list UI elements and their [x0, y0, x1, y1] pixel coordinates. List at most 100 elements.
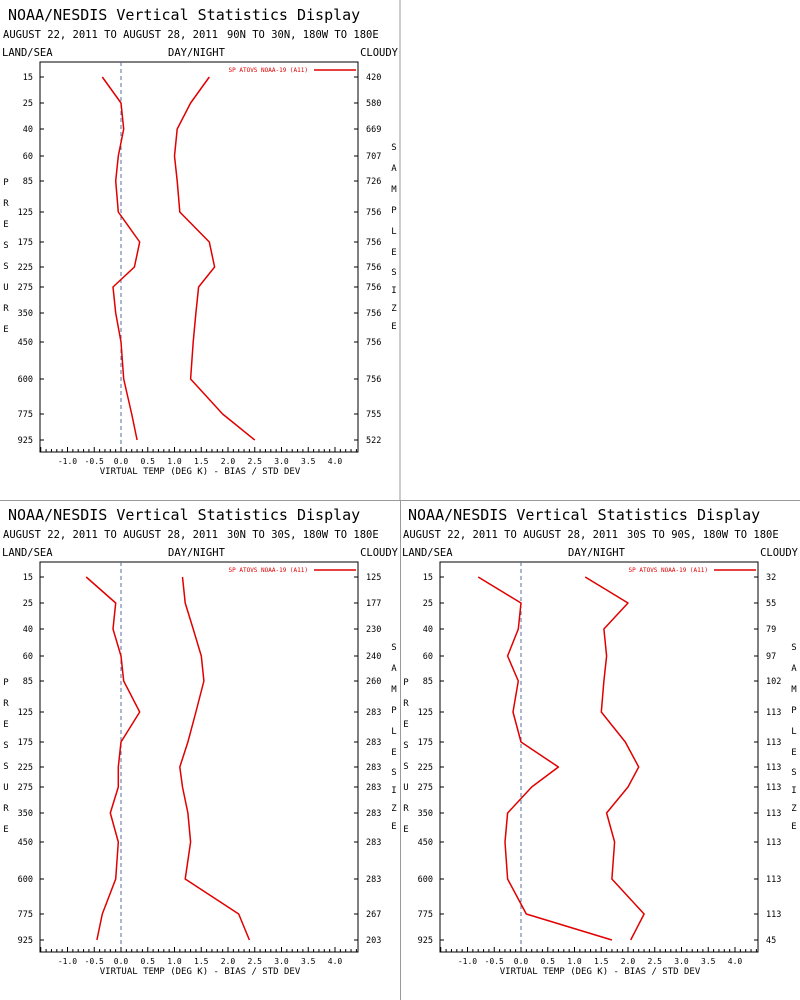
pressure-level-label: 25 — [23, 99, 33, 109]
sample-axis-letter: L — [391, 227, 396, 237]
pressure-level-label: 600 — [418, 875, 433, 885]
x-tick-label: -0.5 — [85, 957, 104, 966]
sample-axis-letter: M — [391, 185, 397, 195]
x-tick-label: 0.5 — [141, 957, 156, 966]
std-dev-series-line — [179, 576, 251, 941]
x-tick-label: 2.5 — [648, 957, 663, 966]
x-tick-label: 2.5 — [248, 957, 263, 966]
sample-axis-letter: A — [391, 664, 397, 674]
x-tick-label: 1.0 — [567, 957, 582, 966]
sample-size-label: 756 — [366, 208, 381, 218]
x-tick-label: 1.0 — [167, 957, 182, 966]
x-axis-label: VIRTUAL TEMP (DEG K) - BIAS / STD DEV — [500, 967, 701, 977]
size-axis-letter: Z — [391, 804, 397, 814]
pressure-level-label: 40 — [423, 625, 433, 635]
chart-subtitle: AUGUST 22, 2011 TO AUGUST 28, 2011 30S TO… — [403, 529, 779, 541]
legend-label: SP ATOVS NOAA-19 (A11) — [629, 567, 708, 574]
sample-axis-letter: M — [391, 685, 397, 695]
date-range: AUGUST 22, 2011 TO AUGUST 28, 2011 — [3, 29, 218, 41]
day-night-label: DAY/NIGHT — [168, 547, 226, 559]
size-axis-letter: Z — [791, 804, 797, 814]
x-tick-label: 4.0 — [328, 957, 343, 966]
sample-axis-letter: A — [791, 664, 797, 674]
day-night-label: DAY/NIGHT — [168, 47, 226, 59]
sample-size-label: 113 — [766, 763, 781, 773]
bias-series-line — [85, 576, 141, 941]
sample-size-label: 55 — [766, 599, 776, 609]
x-tick-label: 3.0 — [274, 957, 289, 966]
sample-size-label: 756 — [366, 283, 381, 293]
sample-size-label: 79 — [766, 625, 776, 635]
sample-axis-letter: S — [391, 143, 396, 153]
pressure-level-label: 275 — [18, 283, 33, 293]
pressure-axis-letter: R — [3, 199, 9, 209]
x-tick-label: 0.0 — [514, 957, 529, 966]
pressure-level-label: 125 — [18, 208, 33, 218]
pressure-axis-letter: E — [403, 720, 408, 730]
sample-size-label: 283 — [366, 809, 381, 819]
pressure-level-label: 350 — [18, 309, 33, 319]
region-label: 90N TO 30N, 180W TO 180E — [227, 29, 379, 41]
x-tick-label: -1.0 — [58, 957, 77, 966]
sample-size-label: 580 — [366, 99, 381, 109]
pressure-level-label: 275 — [418, 783, 433, 793]
land-sea-label: LAND/SEA — [2, 547, 53, 559]
chart-subtitle: AUGUST 22, 2011 TO AUGUST 28, 2011 90N TO… — [3, 29, 379, 41]
x-tick-label: 4.0 — [328, 457, 343, 466]
pressure-level-label: 600 — [18, 875, 33, 885]
pressure-axis-letter: S — [3, 762, 8, 772]
sample-size-label: 283 — [366, 738, 381, 748]
pressure-level-label: 775 — [18, 410, 33, 420]
x-tick-label: -0.5 — [485, 957, 504, 966]
pressure-level-label: 15 — [23, 573, 33, 583]
pressure-level-label: 350 — [418, 809, 433, 819]
size-axis-letter: I — [791, 786, 796, 796]
chart-title: NOAA/NESDIS Vertical Statistics Display — [8, 6, 360, 24]
size-axis-letter: Z — [391, 304, 397, 314]
chart-panel-1: NOAA/NESDIS Vertical Statistics Display A… — [2, 6, 399, 477]
sample-size-label: 755 — [366, 410, 381, 420]
panels: NOAA/NESDIS Vertical Statistics Display A… — [2, 6, 799, 977]
pressure-level-label: 85 — [423, 677, 433, 687]
date-range: AUGUST 22, 2011 TO AUGUST 28, 2011 — [3, 529, 218, 541]
pressure-level-label: 175 — [18, 738, 33, 748]
land-sea-label: LAND/SEA — [2, 47, 53, 59]
chart-title: NOAA/NESDIS Vertical Statistics Display — [8, 506, 360, 524]
sample-size-label: 240 — [366, 652, 381, 662]
pressure-axis-letter: E — [3, 220, 8, 230]
pressure-level-label: 15 — [423, 573, 433, 583]
pressure-level-label: 275 — [18, 783, 33, 793]
pressure-axis-letter: S — [3, 262, 8, 272]
pressure-axis-letter: R — [403, 699, 409, 709]
sample-size-label: 97 — [766, 652, 776, 662]
x-tick-label: -1.0 — [458, 957, 477, 966]
plot-frame — [39, 61, 359, 453]
plot-frame — [39, 561, 359, 953]
chart-panel-3: NOAA/NESDIS Vertical Statistics Display A… — [402, 506, 799, 977]
pressure-level-label: 225 — [18, 763, 33, 773]
x-tick-label: -1.0 — [58, 457, 77, 466]
sample-size-label: 113 — [766, 910, 781, 920]
x-tick-label: 2.0 — [221, 957, 236, 966]
sample-size-label: 283 — [366, 783, 381, 793]
sample-size-label: 707 — [366, 152, 381, 162]
cloudy-label: CLOUDY — [360, 547, 399, 559]
x-tick-label: 0.0 — [114, 957, 129, 966]
sample-size-label: 260 — [366, 677, 381, 687]
pressure-level-label: 25 — [423, 599, 433, 609]
pressure-level-label: 60 — [423, 652, 433, 662]
sample-axis-letter: A — [391, 164, 397, 174]
x-axis-label: VIRTUAL TEMP (DEG K) - BIAS / STD DEV — [100, 467, 301, 477]
sample-size-label: 45 — [766, 936, 776, 946]
sample-size-label: 267 — [366, 910, 381, 920]
x-tick-label: 1.5 — [194, 457, 209, 466]
chart-title: NOAA/NESDIS Vertical Statistics Display — [408, 506, 760, 524]
x-tick-label: 0.5 — [541, 957, 556, 966]
pressure-level-label: 225 — [18, 263, 33, 273]
x-tick-label: 3.0 — [674, 957, 689, 966]
sample-size-label: 102 — [766, 677, 781, 687]
legend-label: SP ATOVS NOAA-19 (A11) — [229, 67, 308, 74]
size-axis-letter: I — [391, 286, 396, 296]
pressure-axis-letter: P — [3, 678, 9, 688]
bias-series-line — [101, 76, 141, 441]
